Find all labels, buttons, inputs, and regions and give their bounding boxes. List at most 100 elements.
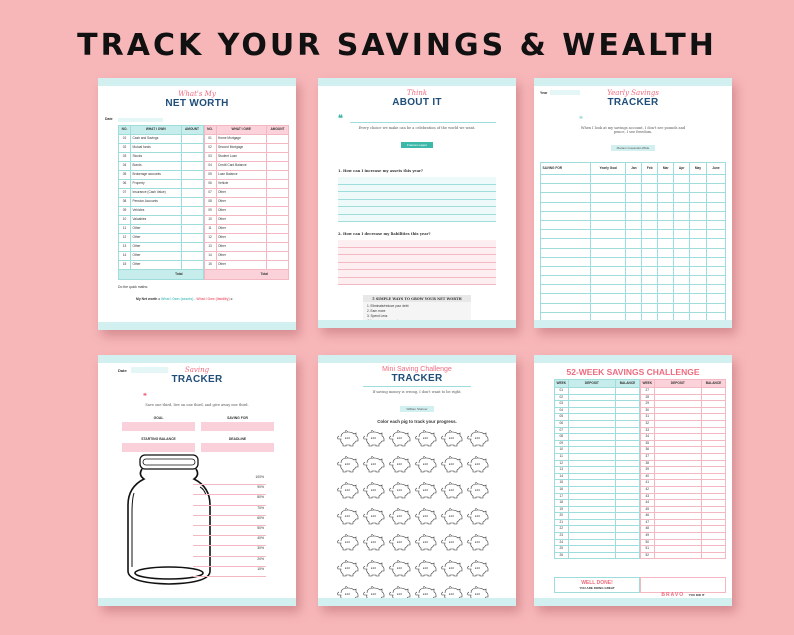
table-cell[interactable]: [540, 210, 591, 221]
table-cell[interactable]: [705, 219, 727, 231]
deposit-cell[interactable]: [567, 459, 617, 468]
table-cell[interactable]: [689, 219, 707, 231]
table-cell[interactable]: [689, 238, 707, 249]
year-field[interactable]: [550, 90, 580, 95]
piggy-bank[interactable]: £10: [336, 559, 360, 577]
table-cell[interactable]: [673, 247, 691, 258]
table-cell[interactable]: [641, 192, 659, 203]
deposit-cell[interactable]: [653, 472, 703, 481]
piggy-bank[interactable]: £10: [362, 429, 386, 447]
balance-cell[interactable]: [701, 452, 726, 461]
deposit-cell[interactable]: [567, 387, 617, 395]
deposit-cell[interactable]: [567, 452, 617, 461]
balance-cell[interactable]: [701, 446, 726, 454]
deposit-cell[interactable]: [567, 512, 617, 520]
balance-cell[interactable]: [701, 512, 726, 520]
table-cell[interactable]: [625, 247, 643, 258]
table-cell[interactable]: [589, 238, 627, 249]
balance-cell[interactable]: [615, 472, 640, 481]
table-cell[interactable]: [689, 256, 707, 267]
deposit-cell[interactable]: [567, 466, 617, 474]
piggy-bank[interactable]: £10: [466, 559, 490, 577]
piggy-bank[interactable]: £10: [440, 507, 464, 525]
table-cell[interactable]: [657, 275, 675, 286]
amount-cell[interactable]: [266, 161, 289, 171]
table-cell[interactable]: [657, 173, 675, 185]
table-cell[interactable]: [641, 311, 659, 323]
table-cell[interactable]: [589, 311, 627, 323]
table-cell[interactable]: [673, 275, 691, 286]
amount-cell[interactable]: [266, 179, 289, 189]
balance-cell[interactable]: [615, 466, 640, 474]
table-cell[interactable]: [589, 284, 627, 295]
deposit-cell[interactable]: [653, 393, 703, 402]
piggy-bank[interactable]: £10: [388, 507, 412, 525]
piggy-bank[interactable]: £10: [440, 585, 464, 603]
balance-cell[interactable]: [701, 492, 726, 501]
balance-cell[interactable]: [615, 400, 640, 408]
amount-cell[interactable]: [266, 134, 289, 144]
balance-cell[interactable]: [701, 393, 726, 402]
table-cell[interactable]: [625, 229, 643, 240]
balance-cell[interactable]: [701, 406, 726, 415]
deposit-cell[interactable]: [653, 452, 703, 461]
amount-cell[interactable]: [266, 188, 289, 198]
amount-cell[interactable]: [180, 206, 204, 216]
table-cell[interactable]: [657, 219, 675, 231]
balance-cell[interactable]: [701, 551, 726, 560]
amount-cell[interactable]: [180, 197, 204, 207]
amount-cell[interactable]: [180, 143, 204, 153]
table-cell[interactable]: [689, 311, 707, 323]
balance-cell[interactable]: [615, 545, 640, 553]
amount-cell[interactable]: [180, 134, 204, 144]
balance-cell[interactable]: [615, 538, 640, 547]
table-cell[interactable]: [540, 247, 591, 258]
table-cell[interactable]: [689, 247, 707, 258]
amount-cell[interactable]: [180, 188, 204, 198]
table-cell[interactable]: [641, 293, 659, 304]
table-cell[interactable]: [657, 302, 675, 313]
deposit-cell[interactable]: [653, 485, 703, 494]
piggy-bank[interactable]: £10: [466, 585, 490, 603]
table-cell[interactable]: [641, 238, 659, 249]
table-cell[interactable]: [673, 311, 691, 323]
table-cell[interactable]: [641, 275, 659, 286]
table-cell[interactable]: [625, 302, 643, 313]
balance-cell[interactable]: [701, 538, 726, 547]
deposit-cell[interactable]: [653, 551, 703, 560]
date-field[interactable]: [118, 118, 163, 122]
piggy-bank[interactable]: £10: [362, 533, 386, 551]
table-cell[interactable]: [589, 302, 627, 313]
deposit-cell[interactable]: [567, 499, 617, 507]
table-cell[interactable]: [705, 256, 727, 267]
balance-cell[interactable]: [615, 439, 640, 448]
deadline-field[interactable]: [201, 443, 274, 452]
table-cell[interactable]: [625, 284, 643, 295]
table-cell[interactable]: [540, 284, 591, 295]
table-cell[interactable]: [705, 192, 727, 203]
deposit-cell[interactable]: [653, 406, 703, 415]
balance-cell[interactable]: [615, 406, 640, 415]
table-cell[interactable]: [589, 210, 627, 221]
deposit-cell[interactable]: [567, 446, 617, 454]
piggy-bank[interactable]: £10: [388, 585, 412, 603]
balance-cell[interactable]: [615, 433, 640, 441]
table-cell[interactable]: [589, 275, 627, 286]
table-cell[interactable]: [540, 275, 591, 286]
balance-cell[interactable]: [615, 532, 640, 540]
deposit-cell[interactable]: [653, 545, 703, 553]
table-cell[interactable]: [589, 192, 627, 203]
deposit-cell[interactable]: [653, 459, 703, 468]
table-cell[interactable]: [673, 293, 691, 304]
piggy-bank[interactable]: £10: [414, 585, 438, 603]
date-field[interactable]: [131, 367, 168, 373]
balance-cell[interactable]: [615, 452, 640, 461]
deposit-cell[interactable]: [653, 419, 703, 428]
table-cell[interactable]: [540, 219, 591, 231]
piggy-bank[interactable]: £10: [466, 533, 490, 551]
table-cell[interactable]: [657, 293, 675, 304]
table-cell[interactable]: [540, 238, 591, 249]
table-cell[interactable]: [673, 229, 691, 240]
table-cell[interactable]: [625, 275, 643, 286]
table-cell[interactable]: [705, 238, 727, 249]
